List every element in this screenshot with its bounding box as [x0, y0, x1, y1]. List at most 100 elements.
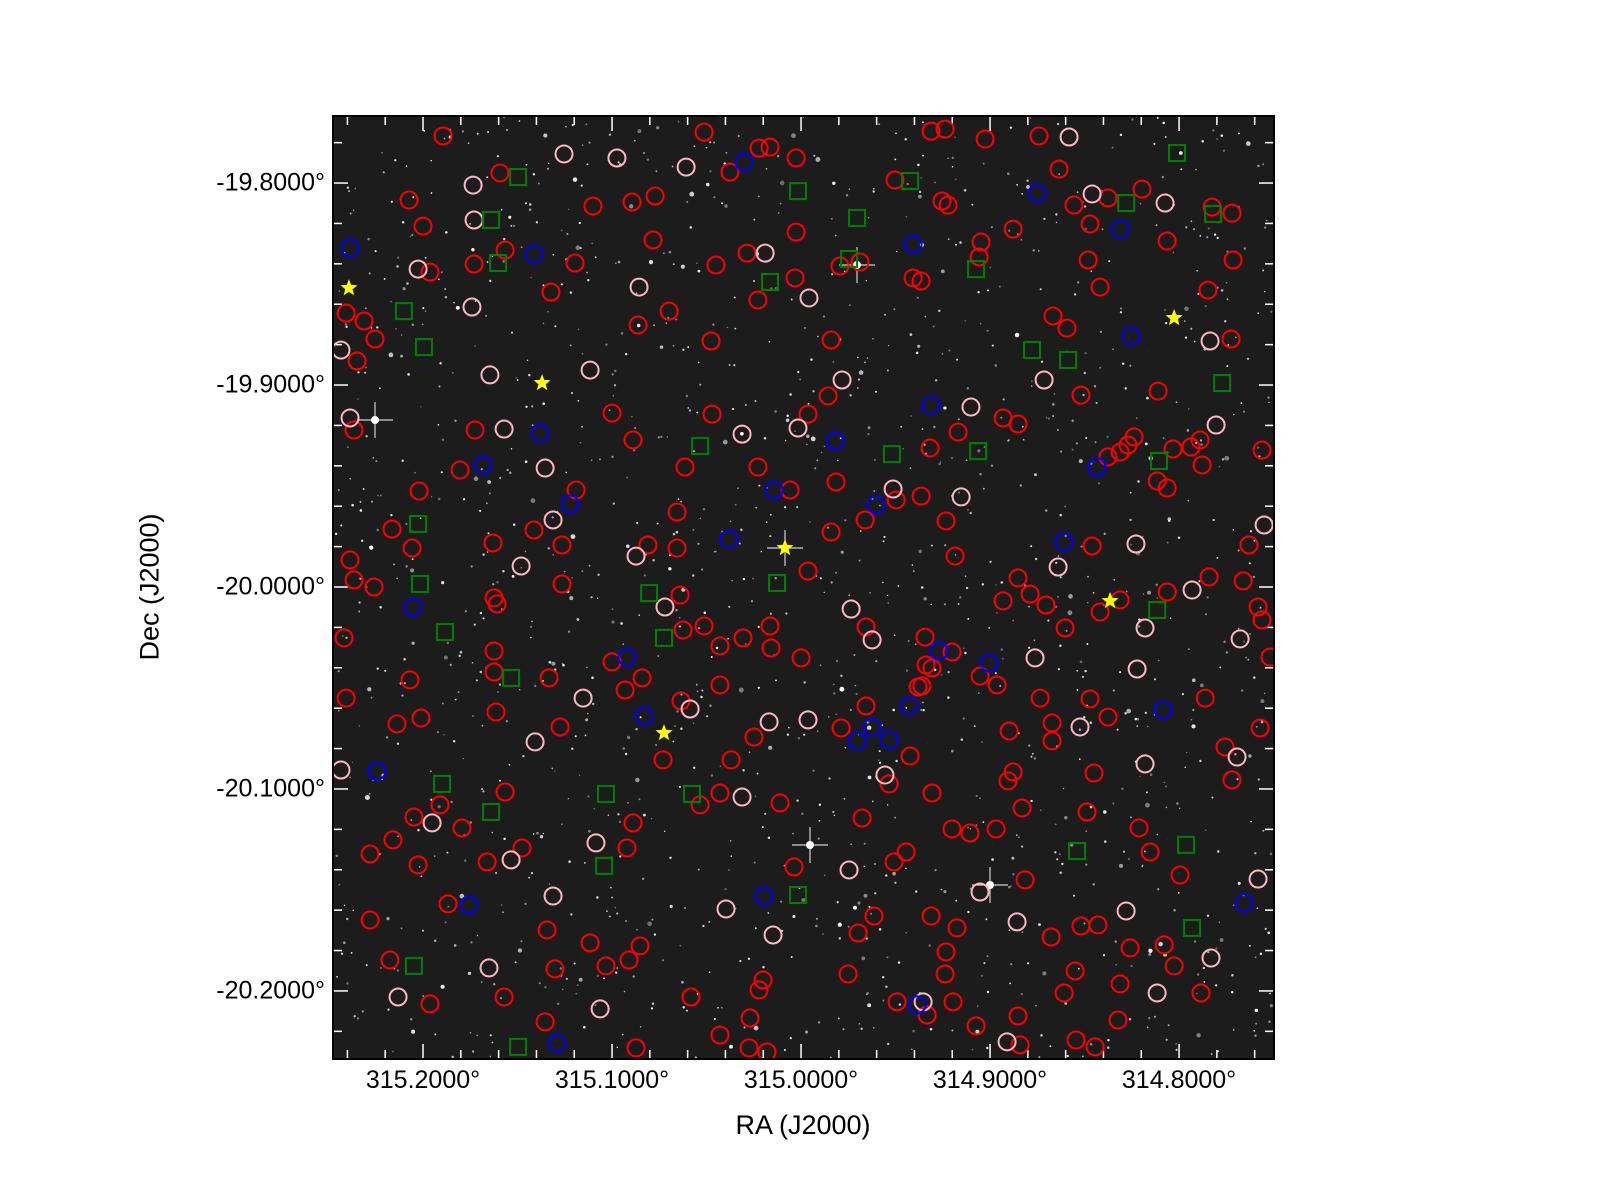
catalog-circle-marker [838, 964, 858, 984]
catalog-circle-marker [560, 494, 580, 514]
background-star [421, 323, 424, 326]
catalog-circle-marker [617, 838, 637, 858]
background-star [377, 494, 379, 497]
background-star [411, 641, 415, 645]
background-star [1262, 269, 1265, 272]
background-star [1092, 591, 1095, 594]
background-star [485, 502, 488, 505]
background-star [719, 765, 722, 768]
background-star [522, 754, 525, 758]
background-star [506, 129, 508, 131]
background-star [1052, 415, 1054, 417]
background-star [1148, 948, 1153, 953]
background-star [443, 137, 446, 140]
background-star [866, 991, 870, 995]
background-star [1119, 133, 1123, 137]
background-star [941, 353, 944, 355]
catalog-markers [334, 119, 1273, 1058]
background-star [617, 813, 620, 816]
background-star [542, 322, 545, 325]
background-star [1078, 758, 1081, 760]
background-star [1081, 675, 1085, 678]
background-star [1044, 509, 1048, 512]
background-star [715, 550, 717, 553]
background-star [858, 1022, 861, 1025]
background-star [1196, 973, 1200, 976]
background-star [1064, 1002, 1068, 1005]
background-star [421, 929, 425, 932]
background-star [608, 915, 611, 918]
background-star [611, 620, 615, 624]
background-star [502, 237, 506, 241]
background-star [1055, 561, 1058, 564]
background-star [407, 373, 410, 376]
background-star [353, 1015, 356, 1018]
background-star [400, 354, 404, 358]
background-star [951, 166, 954, 168]
background-star [1226, 298, 1229, 301]
catalog-circle-marker [1170, 865, 1190, 885]
background-star [482, 617, 485, 620]
background-star [1169, 617, 1172, 619]
background-star [883, 535, 886, 538]
background-star [918, 549, 922, 554]
background-star [481, 724, 484, 727]
x-tick-label: 315.1000° [554, 1066, 670, 1094]
background-star [1195, 442, 1198, 444]
background-star [472, 1050, 475, 1053]
catalog-circle-marker [754, 886, 774, 906]
background-star [668, 250, 672, 254]
background-star [689, 191, 695, 197]
background-star [1119, 671, 1122, 674]
background-star [709, 704, 712, 707]
background-star [524, 550, 527, 553]
background-star [534, 684, 537, 688]
background-star [542, 832, 545, 835]
background-star [1233, 413, 1235, 416]
background-star [365, 307, 367, 309]
background-star [474, 345, 476, 347]
background-star [909, 333, 913, 336]
background-star [696, 262, 698, 264]
background-star [837, 1017, 840, 1020]
background-star [1118, 863, 1124, 868]
background-star [713, 550, 716, 553]
background-star [556, 1002, 560, 1006]
background-star [805, 1030, 809, 1034]
background-star [488, 492, 491, 495]
background-star [401, 694, 404, 697]
background-star [686, 200, 689, 203]
background-star [560, 229, 563, 232]
background-star [969, 828, 972, 830]
background-star [950, 456, 954, 460]
background-star [1027, 962, 1030, 965]
background-star [1086, 643, 1089, 645]
background-star [568, 860, 571, 863]
background-star [441, 438, 445, 442]
catalog-square-marker [967, 260, 986, 279]
catalog-circle-marker [1027, 183, 1047, 203]
background-star [672, 532, 676, 536]
background-star [1203, 980, 1206, 983]
catalog-circle-marker [760, 616, 780, 636]
catalog-circle-marker [483, 533, 503, 553]
background-star [352, 209, 355, 211]
background-star [440, 271, 443, 274]
catalog-circle-marker [459, 895, 479, 915]
background-star [731, 580, 733, 582]
background-star [981, 741, 983, 743]
background-star [1219, 938, 1224, 942]
background-star [979, 797, 981, 800]
background-star [739, 959, 742, 963]
catalog-circle-marker [694, 616, 714, 636]
background-star [663, 252, 665, 255]
background-star [985, 918, 988, 921]
background-star [807, 402, 810, 405]
background-star [397, 256, 400, 259]
background-star [813, 154, 816, 157]
catalog-circle-marker [915, 627, 935, 647]
background-star [438, 385, 441, 388]
background-star [608, 409, 611, 411]
background-star [1183, 320, 1186, 323]
catalog-circle-marker [615, 680, 635, 700]
